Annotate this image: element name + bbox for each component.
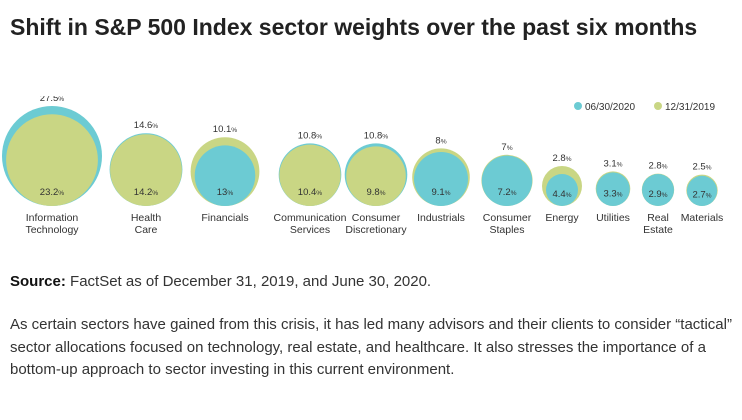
category-label: Estate [643,224,673,236]
value-label-jun-2020: 14.6% [134,120,159,131]
category-label: Services [290,224,330,236]
value-label-jun-2020: 27.5% [40,96,65,104]
value-label-dec-2019: 9.8% [366,187,385,198]
category-label: Energy [545,212,579,224]
value-label-dec-2019: 10.4% [298,187,323,198]
value-label-jun-2020: 10.1% [213,124,238,135]
bubble-dec-2019 [110,134,182,206]
bubble-jun-2020 [596,172,630,206]
body-paragraph: As certain sectors have gained from this… [10,316,732,378]
value-label-jun-2020: 7% [501,142,512,153]
value-label-jun-2020: 3.1% [603,158,622,169]
value-label-dec-2019: 9.1% [431,187,450,198]
source-note: Source: FactSet as of December 31, 2019,… [10,272,730,292]
bubble-jun-2020 [414,152,468,206]
value-label-dec-2019: 4.4% [552,189,571,200]
bubble-jun-2020 [194,145,256,206]
legend-entry: 12/31/2019 [665,102,715,113]
category-label: Discretionary [345,224,407,236]
value-label-dec-2019: 2.9% [648,189,667,200]
legend-entry: 06/30/2020 [585,102,635,113]
value-label-jun-2020: 2.8% [552,153,571,164]
category-label: Utilities [596,212,630,224]
legend-swatch [654,102,662,110]
source-label: Source: [10,273,66,290]
bubble-jun-2020 [481,155,533,206]
value-label-dec-2019: 3.3% [603,188,622,199]
category-label: Consumer [352,212,401,224]
category-label: Materials [681,212,724,224]
category-label: Care [135,224,158,236]
value-label-jun-2020: 10.8% [364,130,389,141]
value-label-jun-2020: 2.8% [648,161,667,172]
bubble-dec-2019 [346,146,406,206]
value-label-dec-2019: 2.7% [692,190,711,201]
bubble-jun-2020 [686,175,718,206]
chart-title: Shift in S&P 500 Index sector weights ov… [10,14,698,40]
value-label-jun-2020: 10.8% [298,130,323,141]
value-label-jun-2020: 8% [435,136,446,147]
bubble-dec-2019 [279,144,341,206]
category-label: Technology [25,224,79,236]
legend-swatch [574,102,582,110]
category-label: Information [26,212,79,224]
category-label: Real [647,212,669,224]
value-label-dec-2019: 13% [217,187,234,198]
category-label: Financials [201,212,248,224]
value-label-dec-2019: 23.2% [40,187,65,198]
bubble-jun-2020 [642,174,674,206]
bubble-dec-2019 [6,114,98,206]
bubble-jun-2020 [546,174,578,206]
category-label: Health [131,212,162,224]
category-label: Industrials [417,212,465,224]
category-label: Consumer [483,212,532,224]
value-label-dec-2019: 7.2% [497,187,516,198]
category-label: Staples [489,224,524,236]
category-label: Communication [274,212,347,224]
source-text: FactSet as of December 31, 2019, and Jun… [70,273,432,290]
value-label-dec-2019: 14.2% [134,187,159,198]
value-label-jun-2020: 2.5% [692,162,711,173]
